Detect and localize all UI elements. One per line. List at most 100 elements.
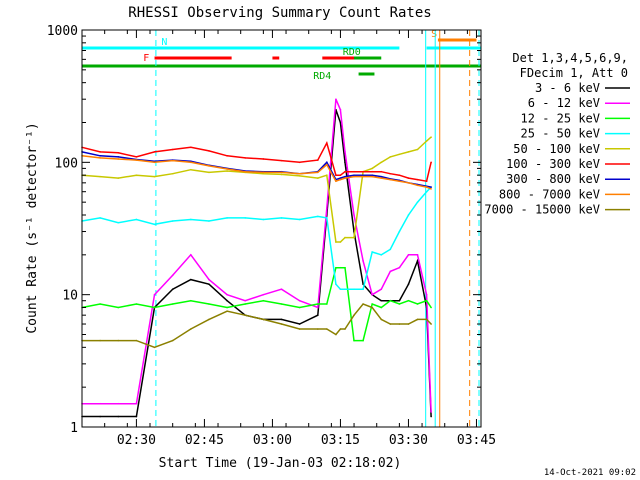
series-50-100-kev-point bbox=[416, 148, 419, 151]
series-3-6-kev-point bbox=[208, 283, 210, 285]
series-25-50-kev-point bbox=[398, 230, 401, 233]
series-800-7000-kev-line bbox=[81, 155, 432, 190]
legend-title-line-2: FDecim 1, Att 0 bbox=[520, 66, 628, 80]
series-7000-15000-kev-point bbox=[190, 328, 192, 330]
series-100-300-kev-point bbox=[262, 158, 265, 160]
series-25-50-kev-point bbox=[117, 221, 120, 224]
footer-date: 14-Oct-2021 09:02 bbox=[544, 468, 636, 478]
series-300-800-kev-point bbox=[344, 175, 346, 178]
series-50-100-kev-point bbox=[316, 177, 319, 179]
series-50-100-kev-point bbox=[339, 241, 342, 243]
vline-layer bbox=[155, 30, 480, 427]
series-12-25-kev-point bbox=[339, 266, 342, 269]
series-7000-15000-kev-point bbox=[425, 318, 428, 321]
series-50-100-kev-point bbox=[298, 175, 301, 177]
series-25-50-kev-point bbox=[335, 283, 337, 285]
series-100-300-kev-point bbox=[430, 161, 432, 164]
series-100-300-kev-point bbox=[117, 152, 120, 154]
series-50-100-kev-point bbox=[153, 175, 156, 178]
series-3-6-kev-point bbox=[430, 415, 432, 418]
series-12-25-kev-point bbox=[99, 303, 101, 305]
series-800-7000-kev-point bbox=[326, 163, 328, 166]
legend-label-300-800-kev: 300 - 800 keV bbox=[506, 172, 600, 186]
series-300-800-kev-point bbox=[380, 175, 383, 178]
series-7000-15000-kev-point bbox=[171, 339, 174, 342]
series-25-50-kev-point bbox=[353, 288, 355, 290]
series-100-300-kev-point bbox=[208, 150, 210, 152]
series-800-7000-kev-point bbox=[153, 161, 156, 164]
series-3-6-kev-point bbox=[117, 415, 120, 418]
series-12-25-kev-point bbox=[335, 266, 337, 269]
series-25-50-kev-point bbox=[262, 218, 265, 221]
series-800-7000-kev-point bbox=[430, 188, 432, 190]
series-25-50-kev-point bbox=[99, 217, 101, 219]
series-100-300-kev-point bbox=[389, 172, 392, 175]
series-7000-15000-kev-point bbox=[389, 323, 392, 325]
series-50-100-kev-point bbox=[135, 174, 138, 176]
series-100-300-kev-point bbox=[316, 159, 319, 161]
series-3-6-kev-point bbox=[99, 415, 101, 418]
series-300-800-kev-point bbox=[117, 156, 120, 158]
y-tick-label: 1 bbox=[70, 421, 78, 436]
series-25-50-kev-point bbox=[425, 190, 428, 193]
series-50-100-kev-point bbox=[398, 153, 401, 156]
flag-label-f: F bbox=[143, 53, 149, 64]
series-800-7000-kev-point bbox=[407, 182, 410, 184]
series-25-50-kev-point bbox=[407, 214, 410, 216]
x-axis-label: Start Time (19-Jan-03 02:18:02) bbox=[159, 456, 402, 471]
series-100-300-kev-point bbox=[425, 180, 428, 183]
series-7000-15000-kev-point bbox=[117, 339, 120, 342]
series-100-300-kev-point bbox=[298, 161, 301, 164]
series-800-7000-kev-point bbox=[389, 178, 392, 181]
series-6-12-kev-point bbox=[262, 293, 265, 296]
y-tick-label: 10 bbox=[62, 289, 78, 304]
series-12-25-kev-point bbox=[262, 299, 265, 302]
x-tick-label: 03:30 bbox=[389, 433, 428, 448]
series-100-300-kev-point bbox=[190, 146, 192, 149]
series-100-300-kev-point bbox=[344, 170, 346, 173]
series-7000-15000-kev-point bbox=[416, 318, 419, 321]
series-6-12-kev-point bbox=[407, 254, 410, 256]
x-tick-label: 03:00 bbox=[253, 433, 292, 448]
series-12-25-kev-point bbox=[326, 303, 328, 305]
series-25-50-kev-point bbox=[280, 217, 283, 219]
series-12-25-kev-point bbox=[208, 303, 210, 305]
series-7000-15000-kev-point bbox=[244, 314, 247, 316]
series-800-7000-kev-point bbox=[280, 171, 283, 174]
series-12-25-kev-point bbox=[226, 306, 228, 309]
series-7000-15000-kev-point bbox=[353, 314, 355, 316]
series-6-12-kev-point bbox=[326, 207, 328, 210]
series-6-12-kev-point bbox=[226, 293, 228, 296]
y-tick-label: 100 bbox=[55, 156, 78, 171]
series-12-25-kev-point bbox=[398, 303, 401, 305]
series-25-50-kev-point bbox=[244, 217, 247, 219]
series-6-12-kev-point bbox=[298, 299, 301, 302]
series-800-7000-kev-point bbox=[99, 157, 101, 159]
series-25-50-kev-point bbox=[389, 248, 392, 251]
legend-label-6-12-kev: 6 - 12 keV bbox=[528, 96, 600, 110]
x-axis-ticks: 02:30 02:45 03:00 03:15 03:30 03:45 bbox=[81, 30, 496, 448]
series-7000-15000-kev-point bbox=[430, 323, 432, 325]
series-800-7000-kev-point bbox=[262, 171, 265, 174]
series-100-300-kev-point bbox=[99, 151, 101, 153]
series-6-12-kev-point bbox=[398, 266, 401, 269]
legend-label-7000-15000-kev: 7000 - 15000 keV bbox=[484, 203, 600, 217]
series-800-7000-kev-point bbox=[380, 177, 383, 179]
series-6-12-kev-point bbox=[153, 293, 156, 296]
series-7000-15000-kev-point bbox=[371, 306, 373, 309]
series-25-50-kev-point bbox=[371, 251, 373, 253]
series-100-300-kev-point bbox=[353, 170, 355, 173]
series-12-25-kev-point bbox=[244, 303, 247, 305]
series-7000-15000-kev-point bbox=[262, 318, 265, 321]
series-800-7000-kev-point bbox=[298, 172, 301, 175]
series-50-100-kev-point bbox=[430, 136, 432, 138]
series-12-25-kev-point bbox=[353, 339, 355, 342]
series-12-25-kev-point bbox=[344, 266, 346, 269]
series-800-7000-kev-point bbox=[339, 178, 342, 181]
series-800-7000-kev-point bbox=[226, 168, 228, 170]
series-12-25-kev-point bbox=[190, 299, 192, 302]
series-6-12-kev-point bbox=[316, 306, 319, 309]
series-800-7000-kev-point bbox=[425, 186, 428, 188]
